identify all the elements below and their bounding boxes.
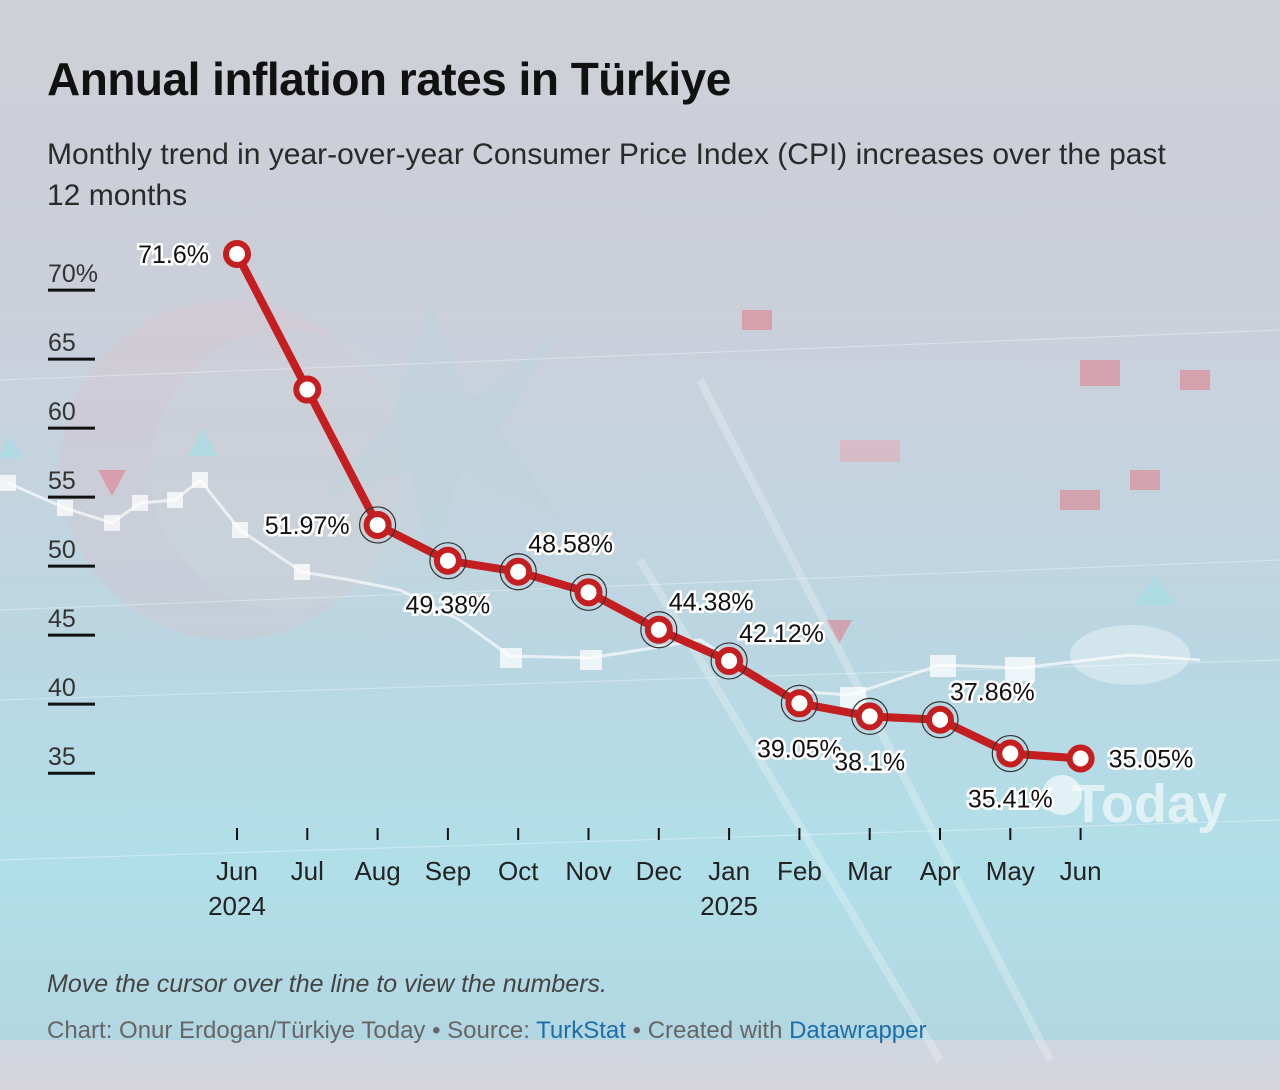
data-points xyxy=(223,240,1095,773)
data-point[interactable] xyxy=(715,646,744,675)
data-point-halo xyxy=(991,734,1029,773)
x-tick-label: Apr xyxy=(920,856,961,886)
x-year-label: 2025 xyxy=(700,891,758,921)
x-tick-label: Mar xyxy=(847,856,892,886)
data-point[interactable] xyxy=(363,510,392,539)
footer-credits: Chart: Onur Erdogan/Türkiye Today • Sour… xyxy=(47,1017,927,1045)
footer-source-label: Source: xyxy=(447,1017,537,1044)
x-tick-label: Oct xyxy=(498,856,539,886)
data-point[interactable] xyxy=(223,240,251,268)
line-chart[interactable]: Today 70% 65 60 55 50 45 40 35 Jun Jul Aug Sep Oct N… xyxy=(0,0,1280,940)
data-point-halo xyxy=(921,701,959,739)
data-label: 51.97% xyxy=(265,512,350,540)
x-tick-label: Feb xyxy=(777,856,822,886)
data-point[interactable] xyxy=(1066,744,1095,773)
x-tick-label: Jan xyxy=(708,856,750,886)
x-tick-label: Dec xyxy=(636,856,682,886)
data-point-halo xyxy=(710,642,748,680)
source-link[interactable]: TurkStat xyxy=(536,1017,626,1044)
data-label: 37.86% xyxy=(950,679,1035,707)
x-year-label: 2024 xyxy=(208,891,266,921)
datawrapper-link[interactable]: Datawrapper xyxy=(789,1017,927,1044)
data-point-halo xyxy=(640,611,678,649)
footer-author: Chart: Onur Erdogan/Türkiye Today xyxy=(47,1017,426,1044)
data-label: 49.38% xyxy=(406,592,491,620)
y-tick-label: 50 xyxy=(48,536,76,564)
data-point-halo xyxy=(499,553,537,591)
x-tick-label: May xyxy=(986,856,1035,886)
data-point-halo xyxy=(780,684,819,722)
data-point-halo xyxy=(569,573,608,611)
data-label: 48.58% xyxy=(528,531,613,559)
chart-title: Annual inflation rates in Türkiye xyxy=(47,53,731,105)
data-point[interactable] xyxy=(644,615,673,644)
data-point[interactable] xyxy=(504,557,533,586)
data-point[interactable] xyxy=(433,546,462,575)
y-tick-label: 35 xyxy=(48,743,76,771)
y-tick-label: 45 xyxy=(48,605,76,633)
data-point[interactable] xyxy=(293,375,322,404)
y-tick-label: 55 xyxy=(48,467,76,495)
footer-created-label: Created with xyxy=(647,1017,790,1044)
data-point[interactable] xyxy=(926,705,954,734)
data-point[interactable] xyxy=(996,739,1025,768)
x-axis: Jun Jul Aug Sep Oct Nov Dec Jan Feb Mar Apr May Jun 2… xyxy=(208,828,1102,921)
data-point[interactable] xyxy=(574,578,603,607)
data-label: 35.41% xyxy=(968,786,1053,814)
data-label: 39.05% xyxy=(757,735,842,763)
watermark-logo: Today xyxy=(1042,774,1227,834)
x-tick-label: Nov xyxy=(565,856,611,886)
y-tick-label: 40 xyxy=(48,674,76,702)
data-point[interactable] xyxy=(785,689,814,718)
data-label: 35.05% xyxy=(1109,746,1194,774)
x-tick-label: Jun xyxy=(1060,856,1102,886)
x-tick-label: Jun xyxy=(216,856,258,886)
data-label: 44.38% xyxy=(669,589,754,617)
data-label: 42.12% xyxy=(739,620,824,648)
data-label: 71.6% xyxy=(138,241,209,269)
x-tick-label: Jul xyxy=(291,856,324,886)
data-point-halo xyxy=(359,506,397,544)
data-labels: 71.6% 51.97% 49.38% 48.58% 44.38% 42.12% 39.05… xyxy=(136,239,1196,817)
y-tick-label: 70% xyxy=(48,260,98,288)
data-label: 38.1% xyxy=(834,748,905,776)
data-point[interactable] xyxy=(855,702,884,731)
y-tick-label: 65 xyxy=(48,329,76,357)
y-tick-label: 60 xyxy=(48,398,76,426)
hover-note: Move the cursor over the line to view th… xyxy=(47,970,607,998)
x-tick-label: Aug xyxy=(354,856,400,886)
footer-separator: • xyxy=(625,1017,648,1044)
y-axis: 70% 65 60 55 50 45 40 35 xyxy=(48,260,98,775)
footer-separator: • xyxy=(425,1017,448,1044)
watermark-text: Today xyxy=(1072,774,1227,834)
data-point-halo xyxy=(429,542,467,580)
data-point-halo xyxy=(851,697,889,736)
chart-subtitle: Monthly trend in year-over-year Consumer… xyxy=(47,138,1166,212)
x-tick-label: Sep xyxy=(425,856,471,886)
